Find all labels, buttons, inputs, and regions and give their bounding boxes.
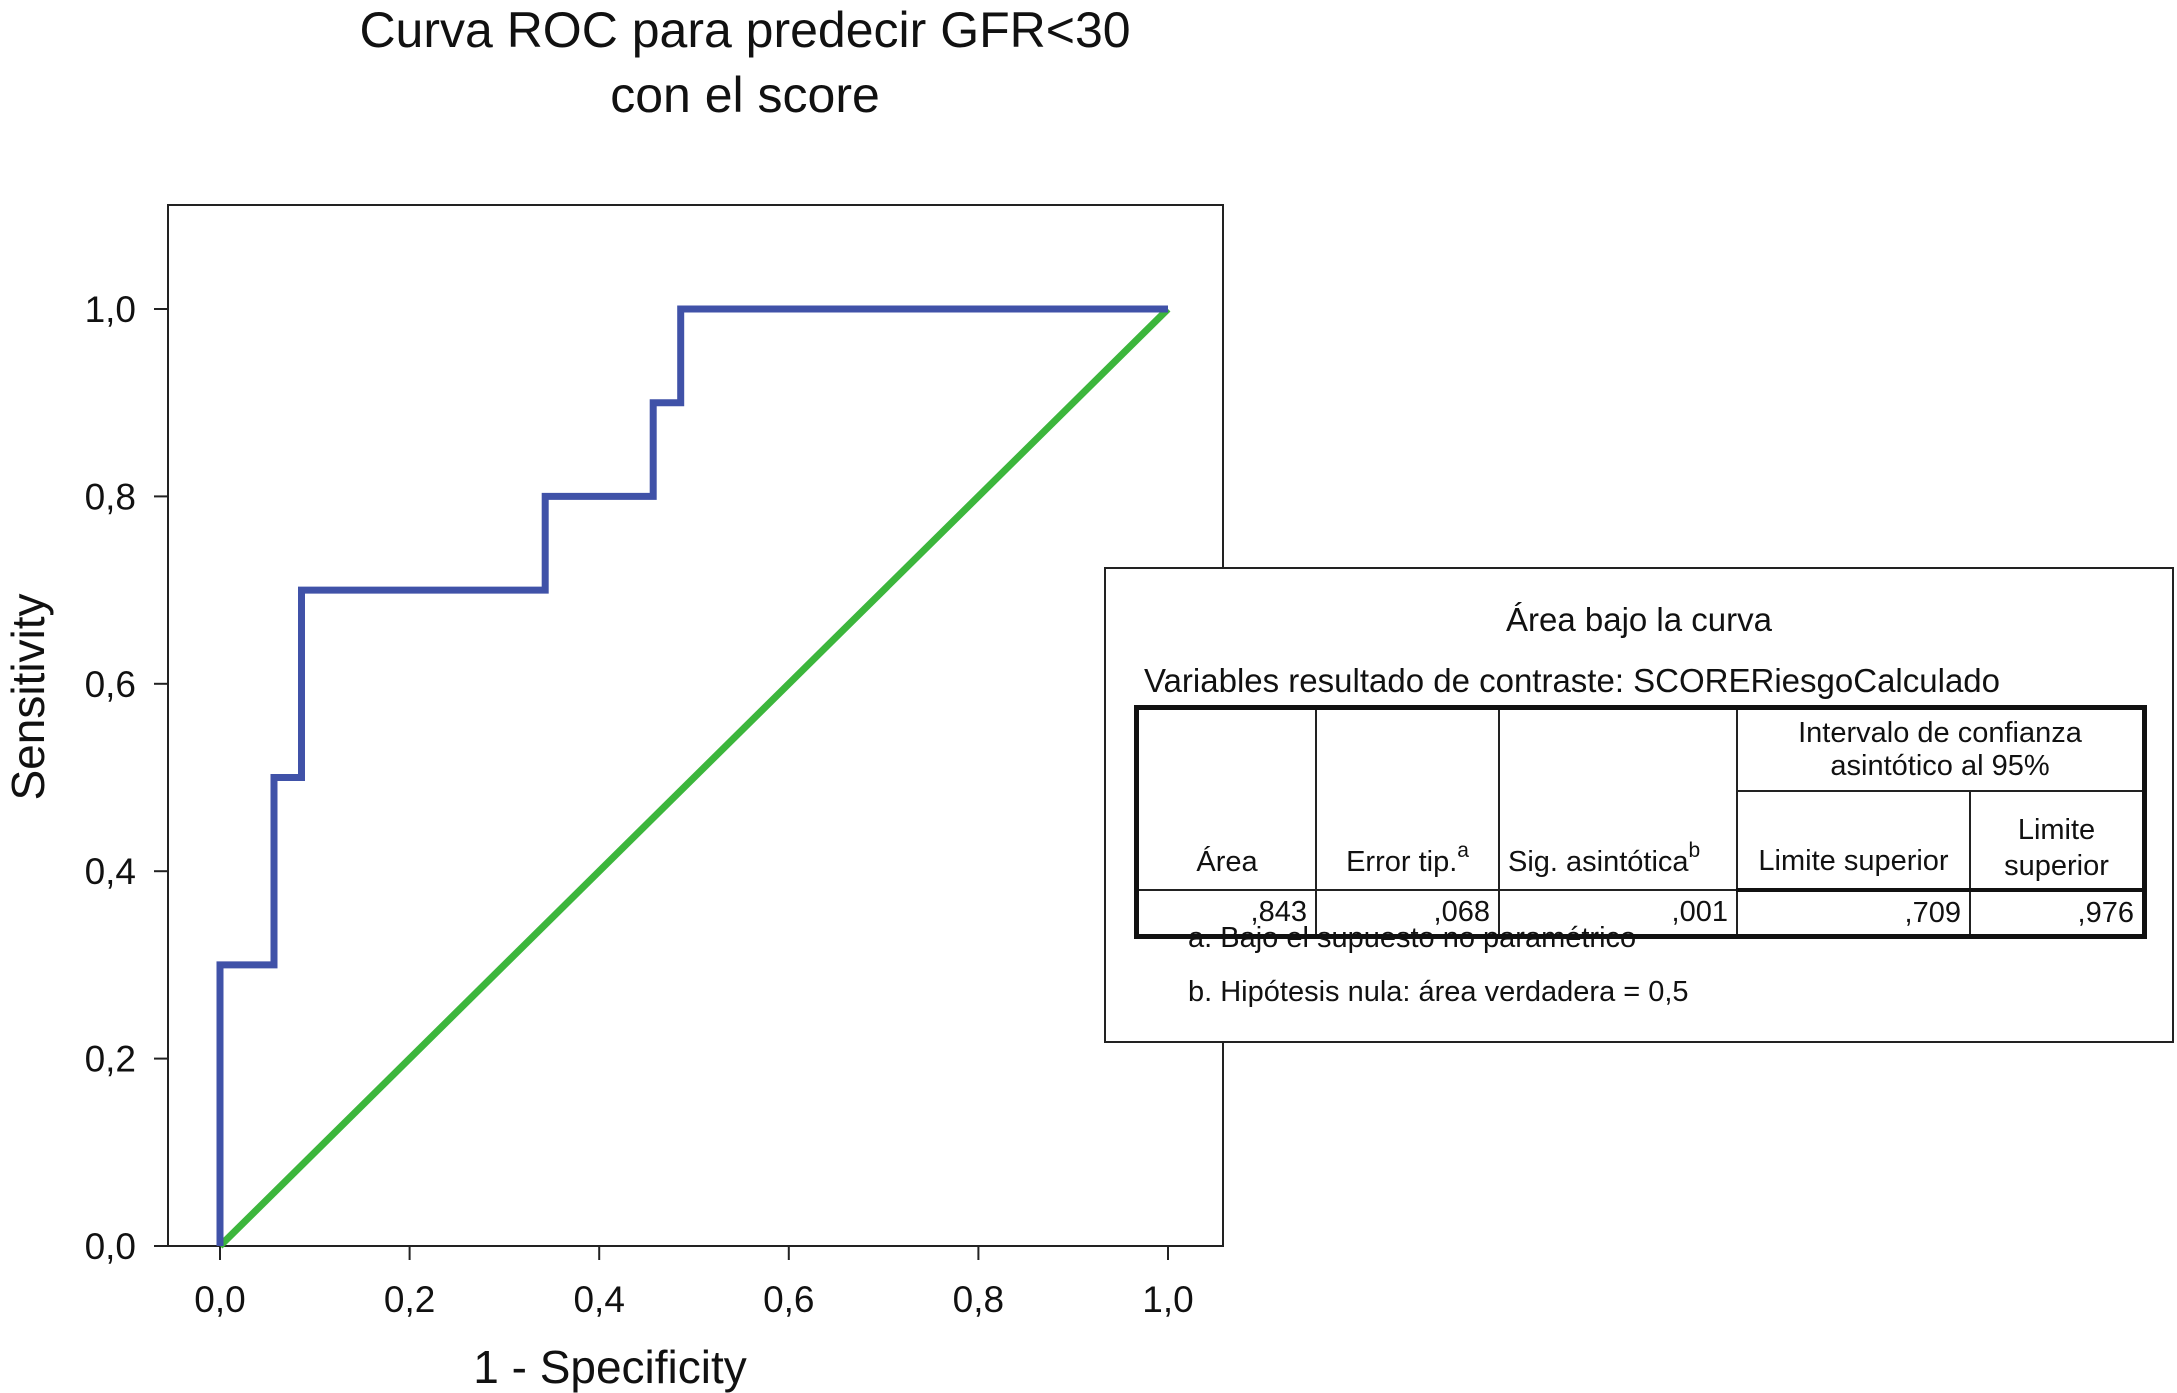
footnote-b: b. Hipótesis nula: área verdadera = 0,5 — [1188, 976, 1689, 1008]
header-sig-sup: b — [1688, 839, 1701, 862]
header-sig: Sig. asintóticab — [1498, 706, 1738, 891]
y-tick-label: 0,0 — [85, 1226, 136, 1267]
value-sig: ,001 — [1498, 889, 1738, 938]
value-upper: ,976 — [1969, 889, 2146, 938]
value-error: ,068 — [1315, 889, 1500, 938]
header-ci: Intervalo de confianza asintótico al 95% — [1736, 706, 2146, 792]
roc-curve-line — [216, 305, 1168, 1246]
header-area: Área — [1135, 706, 1317, 891]
y-axis: 0,0 0,2 0,4 0,6 0,8 1,0 — [85, 289, 168, 1267]
header-sig-label: Sig. asintótica — [1508, 846, 1689, 878]
y-tick-label: 0,2 — [85, 1039, 136, 1080]
plot-frame — [167, 204, 1224, 1247]
value-area: ,843 — [1135, 889, 1317, 938]
header-lower: Limite superior — [1736, 790, 1971, 892]
header-error-label: Error tip. — [1346, 846, 1458, 878]
y-tick-label: 0,8 — [85, 476, 136, 517]
y-tick-label: 0,6 — [85, 664, 136, 705]
y-tick-label: 0,4 — [85, 851, 136, 892]
auc-table: Área Error tip.a Sig. asintóticab Interv… — [1134, 705, 2147, 939]
header-error: Error tip.a — [1315, 706, 1500, 891]
x-tick-label: 0,6 — [763, 1279, 814, 1320]
y-axis-title: Sensitivity — [2, 593, 54, 800]
value-lower: ,709 — [1736, 889, 1971, 938]
footnote-a: a. Bajo el supuesto no paramétrico — [1188, 922, 1637, 954]
chart-title-line-2: con el score — [610, 67, 880, 123]
series-layer — [216, 305, 1171, 1249]
reference-diagonal-line — [217, 306, 1171, 1249]
y-tick-label: 1,0 — [85, 289, 136, 330]
header-upper: Limite superior — [1969, 790, 2146, 892]
x-tick-label: 0,4 — [573, 1279, 624, 1320]
x-tick-label: 0,2 — [384, 1279, 435, 1320]
auc-panel-title: Área bajo la curva — [1506, 601, 1772, 638]
header-error-sup: a — [1457, 839, 1469, 862]
x-tick-label: 1,0 — [1142, 1279, 1193, 1320]
x-axis-title: 1 - Specificity — [473, 1341, 747, 1393]
x-tick-label: 0,8 — [953, 1279, 1004, 1320]
x-axis: 0,0 0,2 0,4 0,6 0,8 1,0 — [194, 1246, 1194, 1320]
x-tick-label: 0,0 — [194, 1279, 245, 1320]
auc-variable-line: Variables resultado de contraste: SCORER… — [1144, 662, 2001, 699]
auc-results-panel: Área bajo la curva Variables resultado d… — [1104, 567, 2174, 1043]
table-row: ,843 ,068 ,001 ,709 ,976 — [1135, 889, 2146, 938]
chart-title-line-1: Curva ROC para predecir GFR<30 — [359, 2, 1130, 58]
